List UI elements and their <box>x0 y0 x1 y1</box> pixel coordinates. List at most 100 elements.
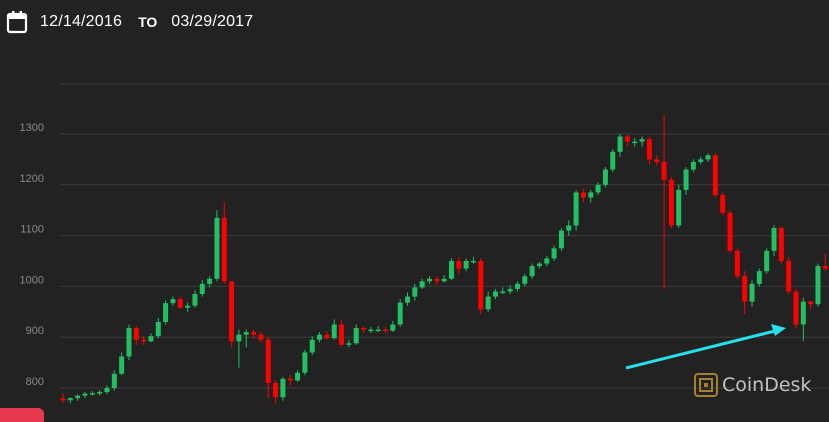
candle[interactable] <box>764 248 769 273</box>
candle[interactable] <box>581 189 586 203</box>
candle[interactable] <box>801 298 806 342</box>
candle[interactable] <box>618 134 623 157</box>
candle[interactable] <box>266 337 271 398</box>
candle[interactable] <box>640 137 645 147</box>
candle[interactable] <box>464 258 469 271</box>
candle[interactable] <box>354 325 359 345</box>
candle[interactable] <box>302 350 307 375</box>
candle[interactable] <box>786 257 791 294</box>
candle[interactable] <box>68 397 73 403</box>
candle[interactable] <box>544 256 549 266</box>
candle[interactable] <box>324 331 329 340</box>
candle[interactable] <box>698 157 703 165</box>
candle[interactable] <box>676 185 681 228</box>
candle[interactable] <box>537 262 542 269</box>
candle[interactable] <box>75 395 80 401</box>
candle[interactable] <box>317 332 322 342</box>
candle[interactable] <box>148 333 153 342</box>
candle[interactable] <box>471 257 476 264</box>
candle[interactable] <box>178 297 183 310</box>
candle[interactable] <box>654 155 659 165</box>
candle[interactable] <box>596 182 601 195</box>
candle[interactable] <box>486 291 491 311</box>
candle[interactable] <box>522 274 527 287</box>
candle[interactable] <box>808 301 813 310</box>
candle[interactable] <box>500 287 505 294</box>
candle[interactable] <box>684 167 689 195</box>
candle[interactable] <box>603 167 608 187</box>
candle[interactable] <box>82 392 87 398</box>
candle[interactable] <box>222 203 227 284</box>
candle[interactable] <box>61 393 66 403</box>
candle[interactable] <box>156 318 161 338</box>
candle[interactable] <box>823 253 828 271</box>
candle[interactable] <box>647 137 652 165</box>
candle[interactable] <box>530 264 535 279</box>
candle[interactable] <box>713 153 718 197</box>
candle[interactable] <box>214 210 219 281</box>
candle[interactable] <box>574 190 579 231</box>
candle[interactable] <box>376 326 381 332</box>
candle[interactable] <box>126 325 131 361</box>
candle[interactable] <box>185 303 190 312</box>
candle[interactable] <box>170 297 175 306</box>
candle[interactable] <box>552 246 557 261</box>
candle[interactable] <box>288 375 293 386</box>
candle[interactable] <box>383 327 388 333</box>
candle[interactable] <box>669 177 674 228</box>
candle[interactable] <box>728 210 733 253</box>
candle[interactable] <box>757 269 762 287</box>
candle[interactable] <box>779 226 784 263</box>
candle[interactable] <box>112 370 117 390</box>
candle[interactable] <box>295 370 300 382</box>
candle[interactable] <box>244 330 249 348</box>
candle[interactable] <box>390 321 395 332</box>
candle[interactable] <box>346 340 351 348</box>
candle[interactable] <box>192 290 197 307</box>
candle[interactable] <box>815 264 820 307</box>
candle[interactable] <box>280 377 285 401</box>
candle[interactable] <box>662 115 667 289</box>
candle[interactable] <box>742 271 747 314</box>
candle[interactable] <box>398 299 403 327</box>
candle[interactable] <box>632 138 637 147</box>
candle[interactable] <box>794 289 799 328</box>
candle[interactable] <box>405 292 410 305</box>
candle[interactable] <box>456 257 461 274</box>
candle[interactable] <box>434 276 439 285</box>
candle[interactable] <box>119 352 124 375</box>
candle[interactable] <box>515 281 520 291</box>
candle[interactable] <box>442 275 447 282</box>
candle[interactable] <box>625 135 630 147</box>
candle[interactable] <box>750 280 755 306</box>
candle[interactable] <box>332 319 337 339</box>
candle[interactable] <box>610 149 615 172</box>
candle[interactable] <box>310 336 315 355</box>
candle[interactable] <box>478 258 483 314</box>
candle[interactable] <box>97 390 102 396</box>
candle[interactable] <box>273 380 278 403</box>
candle[interactable] <box>258 331 263 342</box>
candle[interactable] <box>720 192 725 215</box>
candle[interactable] <box>339 319 344 347</box>
candle[interactable] <box>236 330 241 368</box>
candle[interactable] <box>735 248 740 278</box>
candle[interactable] <box>368 327 373 333</box>
candle[interactable] <box>420 279 425 289</box>
candle[interactable] <box>163 301 168 325</box>
candle[interactable] <box>772 225 777 255</box>
candle[interactable] <box>449 258 454 280</box>
candle[interactable] <box>134 326 139 345</box>
candle[interactable] <box>200 280 205 296</box>
candle[interactable] <box>559 228 564 251</box>
candle[interactable] <box>691 159 696 172</box>
candle[interactable] <box>207 276 212 287</box>
candle[interactable] <box>588 190 593 203</box>
candle[interactable] <box>427 276 432 284</box>
candle[interactable] <box>104 385 109 394</box>
candle[interactable] <box>493 289 498 299</box>
candle[interactable] <box>361 326 366 333</box>
candle[interactable] <box>229 281 234 347</box>
candle[interactable] <box>706 153 711 162</box>
candle[interactable] <box>90 391 95 396</box>
